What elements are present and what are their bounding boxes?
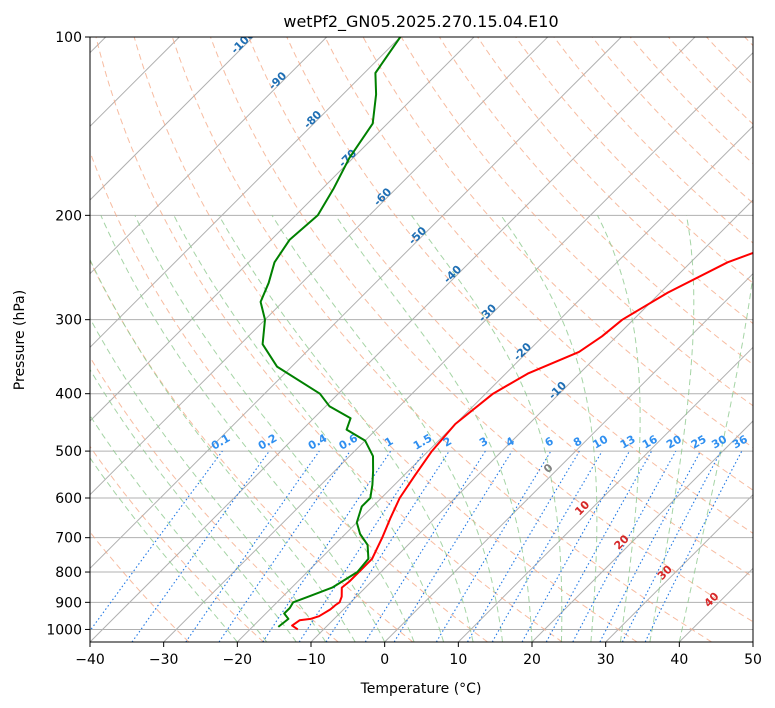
moist-adiabat-lines xyxy=(90,215,753,642)
y-tick-label: 900 xyxy=(55,595,82,611)
x-axis-ticks: −40 −30 −20 −10 0 10 20 30 40 50 xyxy=(75,642,762,668)
moist-adiabat-line xyxy=(173,215,445,642)
temperature-profile-line xyxy=(291,251,753,631)
y-tick-label: 600 xyxy=(55,491,82,507)
x-tick-label: 20 xyxy=(523,652,541,668)
x-tick-label: −10 xyxy=(296,652,326,668)
mixing-ratio-line xyxy=(467,450,580,642)
mixing-ratio-line xyxy=(90,450,223,632)
isotherm-line xyxy=(90,37,254,201)
y-tick-label: 700 xyxy=(55,531,82,547)
moist-adiabat-line xyxy=(90,368,297,642)
moist-adiabat-line xyxy=(649,215,695,642)
isotherm-line xyxy=(605,493,753,642)
x-tick-label: 30 xyxy=(597,652,615,668)
moist-adiabat-line xyxy=(678,272,753,642)
y-axis-ticks: 100 200 300 400 500 600 700 800 900 1000 xyxy=(46,30,90,638)
mixing-ratio-line xyxy=(364,450,486,642)
dry-adiabat-line xyxy=(210,37,753,623)
isotherm-line xyxy=(384,272,753,642)
pressure-gridlines xyxy=(90,37,753,630)
dry-adiabat-line xyxy=(400,37,753,407)
plot-frame xyxy=(89,36,754,643)
dry-adiabat-lines xyxy=(90,37,753,642)
mixing-ratio-line xyxy=(185,450,320,642)
moist-adiabat-line xyxy=(334,215,533,642)
x-tick-label: −20 xyxy=(223,652,253,668)
dry-adiabat-line xyxy=(515,37,753,284)
dewpoint-profile-line xyxy=(259,37,402,628)
y-tick-label: 1000 xyxy=(46,622,82,638)
mixing-ratio-line xyxy=(572,450,677,642)
moist-adiabat-line xyxy=(90,258,356,642)
moist-adiabat-line xyxy=(500,215,598,642)
y-tick-label: 300 xyxy=(55,313,82,329)
dry-adiabat-line xyxy=(477,37,753,325)
moist-adiabat-line xyxy=(90,317,327,642)
dry-adiabat-line xyxy=(90,445,264,642)
dry-adiabat-line xyxy=(629,37,753,165)
x-tick-label: 0 xyxy=(380,652,389,668)
mixing-ratio-line xyxy=(491,450,603,642)
dry-adiabat-line xyxy=(171,37,712,642)
chart-title: wetPf2_GN05.2025.270.15.04.E10 xyxy=(283,12,558,32)
mixing-ratio-line xyxy=(218,450,351,642)
mixing-ratio-lines xyxy=(90,450,743,642)
isotherm-line xyxy=(163,51,753,642)
y-tick-label: 500 xyxy=(55,444,82,460)
y-axis-label: Pressure (hPa) xyxy=(12,290,28,390)
sounding-series xyxy=(259,37,753,631)
dry-adiabat-line xyxy=(591,37,753,204)
mixing-ratio-line xyxy=(131,450,270,642)
x-tick-label: 40 xyxy=(670,652,688,668)
moist-adiabat-line xyxy=(271,215,503,642)
dry-adiabat-line xyxy=(248,37,753,578)
moist-adiabat-line xyxy=(134,215,415,642)
y-tick-label: 400 xyxy=(55,387,82,403)
x-tick-label: 50 xyxy=(744,652,762,668)
moist-adiabat-line xyxy=(100,215,386,642)
mixing-ratio-line xyxy=(545,450,653,642)
isotherm-line xyxy=(90,37,549,496)
mixing-ratio-line xyxy=(521,450,630,642)
moist-adiabat-line xyxy=(597,215,641,642)
y-tick-label: 100 xyxy=(55,30,82,46)
isotherm-line xyxy=(90,37,696,642)
y-tick-label: 800 xyxy=(55,565,82,581)
x-tick-label: −40 xyxy=(75,652,105,668)
dry-adiabat-line xyxy=(362,37,753,449)
dry-adiabat-line xyxy=(324,37,753,491)
x-axis-label: Temperature (°C) xyxy=(360,681,482,697)
isotherm-line xyxy=(90,37,622,570)
dry-adiabat-line xyxy=(95,37,563,642)
isotherm-line xyxy=(90,37,475,422)
mixing-ratio-line xyxy=(325,450,450,642)
isotherm-line xyxy=(236,125,753,642)
y-tick-label: 200 xyxy=(55,208,82,224)
moist-adiabat-line xyxy=(218,215,474,642)
moist-adiabat-line xyxy=(90,414,268,642)
x-tick-label: −30 xyxy=(149,652,179,668)
isotherm-line xyxy=(90,37,401,349)
dry-adiabat-line xyxy=(133,37,638,642)
x-tick-label: 10 xyxy=(449,652,467,668)
mixing-ratio-line xyxy=(435,450,552,642)
isotherm-line xyxy=(90,37,328,275)
mixing-ratio-line xyxy=(393,450,513,642)
moist-adiabat-line xyxy=(90,456,238,642)
